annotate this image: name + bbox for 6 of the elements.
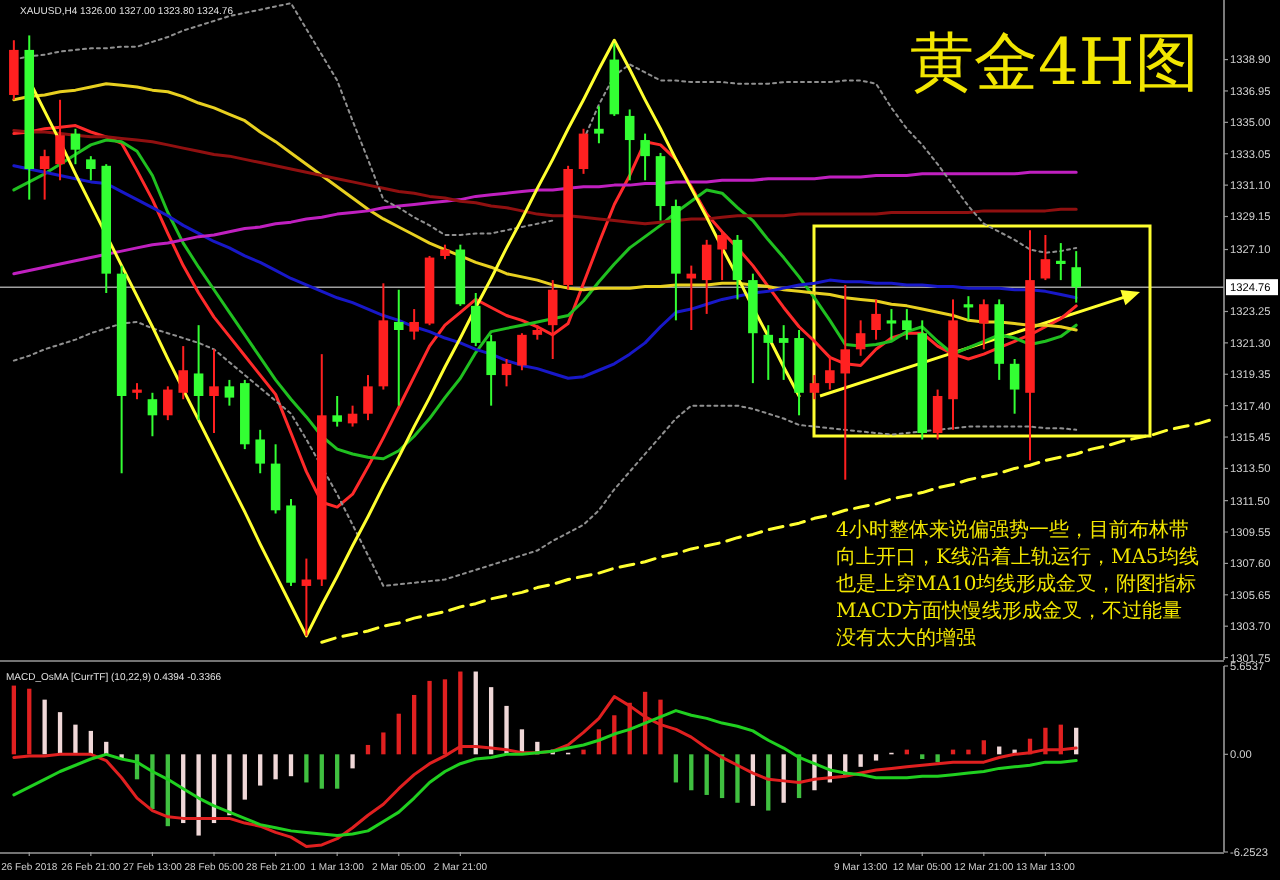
chart-title: 黄金4H图 <box>910 24 1199 100</box>
annotation: 向上开口，K线沿着上轨运行，MA5均线 <box>836 545 1199 569</box>
annotation: 也是上穿MA10均线形成金叉，附图指标 <box>836 572 1197 596</box>
annotation: MACD方面快慢线形成金叉，不过能量 <box>836 599 1183 623</box>
annotation: 4小时整体来说偏强势一些，目前布林带 <box>836 518 1189 542</box>
annotation: 没有太大的增强 <box>836 626 976 650</box>
